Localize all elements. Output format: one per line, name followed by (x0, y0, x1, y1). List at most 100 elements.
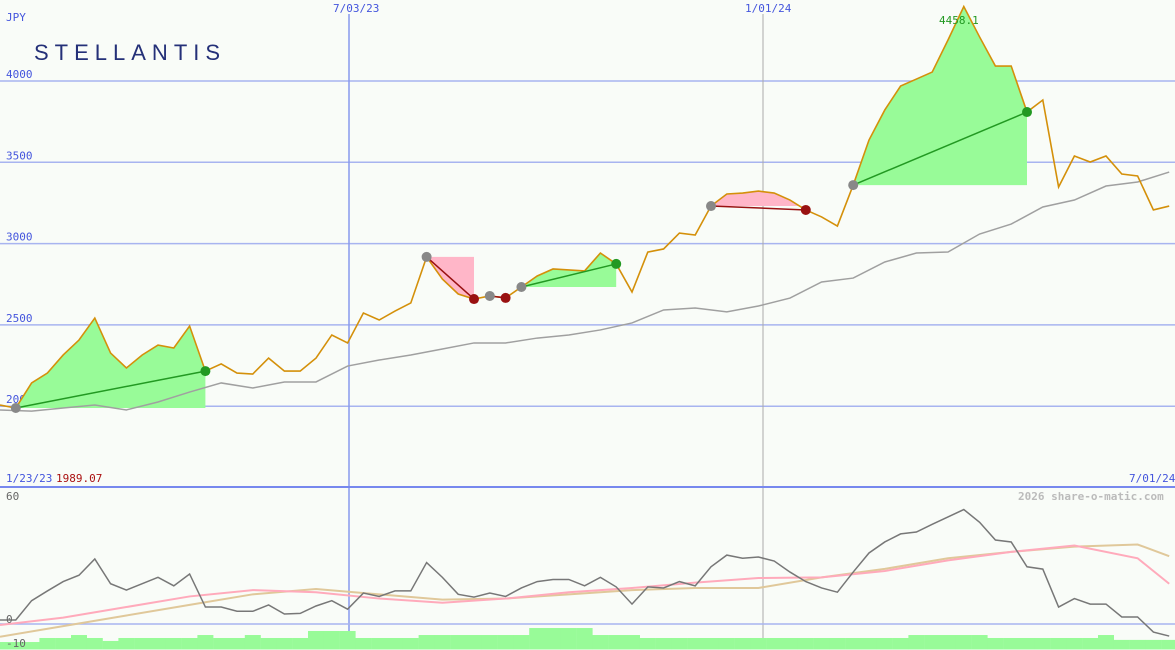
start-date-label: 1/23/23 (6, 472, 52, 485)
trade-line (426, 256, 475, 300)
histogram-bar (165, 637, 182, 650)
trade-line (521, 263, 617, 288)
histogram-bar (529, 628, 546, 650)
stellantis-logo: STELLANTIS (34, 40, 227, 65)
histogram-bar (387, 637, 403, 650)
histogram-bar (750, 637, 767, 650)
histogram-bar (150, 637, 166, 650)
histogram-bar (466, 635, 482, 650)
trade-exit-marker (200, 366, 211, 377)
histogram-bar (766, 637, 783, 650)
histogram-bar (718, 637, 735, 650)
histogram-bar (371, 637, 388, 650)
histogram-bar (55, 637, 72, 650)
histogram-bar (813, 637, 830, 650)
histogram-bar (339, 630, 356, 650)
histogram-bar (671, 637, 688, 650)
histogram-bar (86, 637, 103, 650)
histogram-bar (1019, 637, 1035, 650)
histogram-bar (229, 637, 245, 650)
x-tick-label: 1/01/24 (745, 2, 792, 15)
histogram-bar (782, 637, 798, 650)
x-end-label: 7/01/24 (1129, 472, 1175, 485)
trade-entry-marker (484, 290, 495, 301)
histogram-bar (734, 637, 751, 650)
histogram-bar (276, 637, 293, 650)
histogram-bar (1145, 639, 1162, 650)
histogram-bar (513, 635, 530, 650)
x-tick-label: 7/03/23 (333, 2, 379, 15)
histogram-bar (260, 637, 277, 650)
oscillator-line (0, 508, 1170, 637)
histogram-bar (639, 637, 656, 650)
osc-y-tick-label: -10 (6, 637, 26, 650)
histogram-bar (1161, 639, 1175, 650)
histogram-bar (1003, 637, 1020, 650)
histogram-bar (608, 635, 625, 650)
histogram-bar (908, 635, 925, 650)
histogram-bar (703, 637, 719, 650)
histogram-bar (497, 635, 514, 650)
histogram-bar (971, 635, 988, 650)
histogram-bar (213, 637, 230, 650)
histogram-bar (39, 637, 56, 650)
histogram-bar (1129, 639, 1146, 650)
histogram-bar (687, 637, 704, 650)
histogram-bar (1050, 637, 1067, 650)
histogram-bar (892, 637, 909, 650)
histogram-bar (560, 628, 577, 650)
y-tick-label: 2500 (6, 312, 33, 325)
copyright-label: 2026 share-o-matic.com (1018, 490, 1164, 503)
histogram-bar (1034, 637, 1051, 650)
trade-area (15, 318, 206, 408)
trade-entry-marker (516, 282, 527, 293)
histogram-bar (0, 642, 8, 650)
histogram-bar (624, 635, 640, 650)
trade-line (710, 205, 806, 211)
moving-average-line (0, 171, 1170, 412)
histogram-bar (355, 637, 372, 650)
histogram-bar (940, 635, 956, 650)
histogram-bar (1082, 637, 1099, 650)
histogram-bar (655, 637, 672, 650)
histogram-bar (450, 635, 467, 650)
trade-entry-marker (706, 201, 716, 212)
histogram-bar (481, 635, 498, 650)
osc-y-tick-label: 0 (6, 613, 13, 626)
histogram-bar (987, 637, 1004, 650)
histogram-bar (829, 637, 846, 650)
trade-exit-marker (1022, 107, 1032, 118)
histogram-bar (1098, 635, 1114, 650)
histogram-bar (197, 635, 214, 650)
histogram-bar (924, 635, 941, 650)
trade-line (852, 111, 1028, 186)
histogram-bar (797, 637, 814, 650)
trade-area (853, 6, 1027, 186)
y-tick-label: 3500 (6, 149, 33, 162)
histogram-bar (71, 635, 87, 650)
histogram-bar (134, 637, 151, 650)
histogram-bar (545, 628, 561, 650)
histogram-bar (576, 628, 593, 650)
trade-area (711, 191, 806, 210)
histogram-bar (181, 637, 198, 650)
trade-exit-marker (800, 204, 811, 215)
osc-y-tick-label: 60 (6, 490, 19, 503)
histogram-bar (118, 637, 135, 650)
histogram-bar (244, 635, 261, 650)
histogram-bar (102, 640, 119, 650)
trade-entry-marker (848, 180, 859, 191)
y-tick-label: 4000 (6, 68, 33, 81)
histogram-bar (7, 642, 24, 650)
histogram-bar (434, 635, 451, 650)
histogram-bar (323, 630, 340, 650)
histogram-bar (23, 642, 40, 650)
histogram-bar (1113, 639, 1130, 650)
histogram-bar (292, 637, 309, 650)
trade-exit-marker (469, 294, 479, 305)
y-tick-label: 3000 (6, 231, 33, 244)
trade-exit-marker (500, 292, 511, 303)
peak-price-label: 4458.1 (939, 14, 979, 27)
start-price-label: 1989.07 (56, 472, 102, 485)
